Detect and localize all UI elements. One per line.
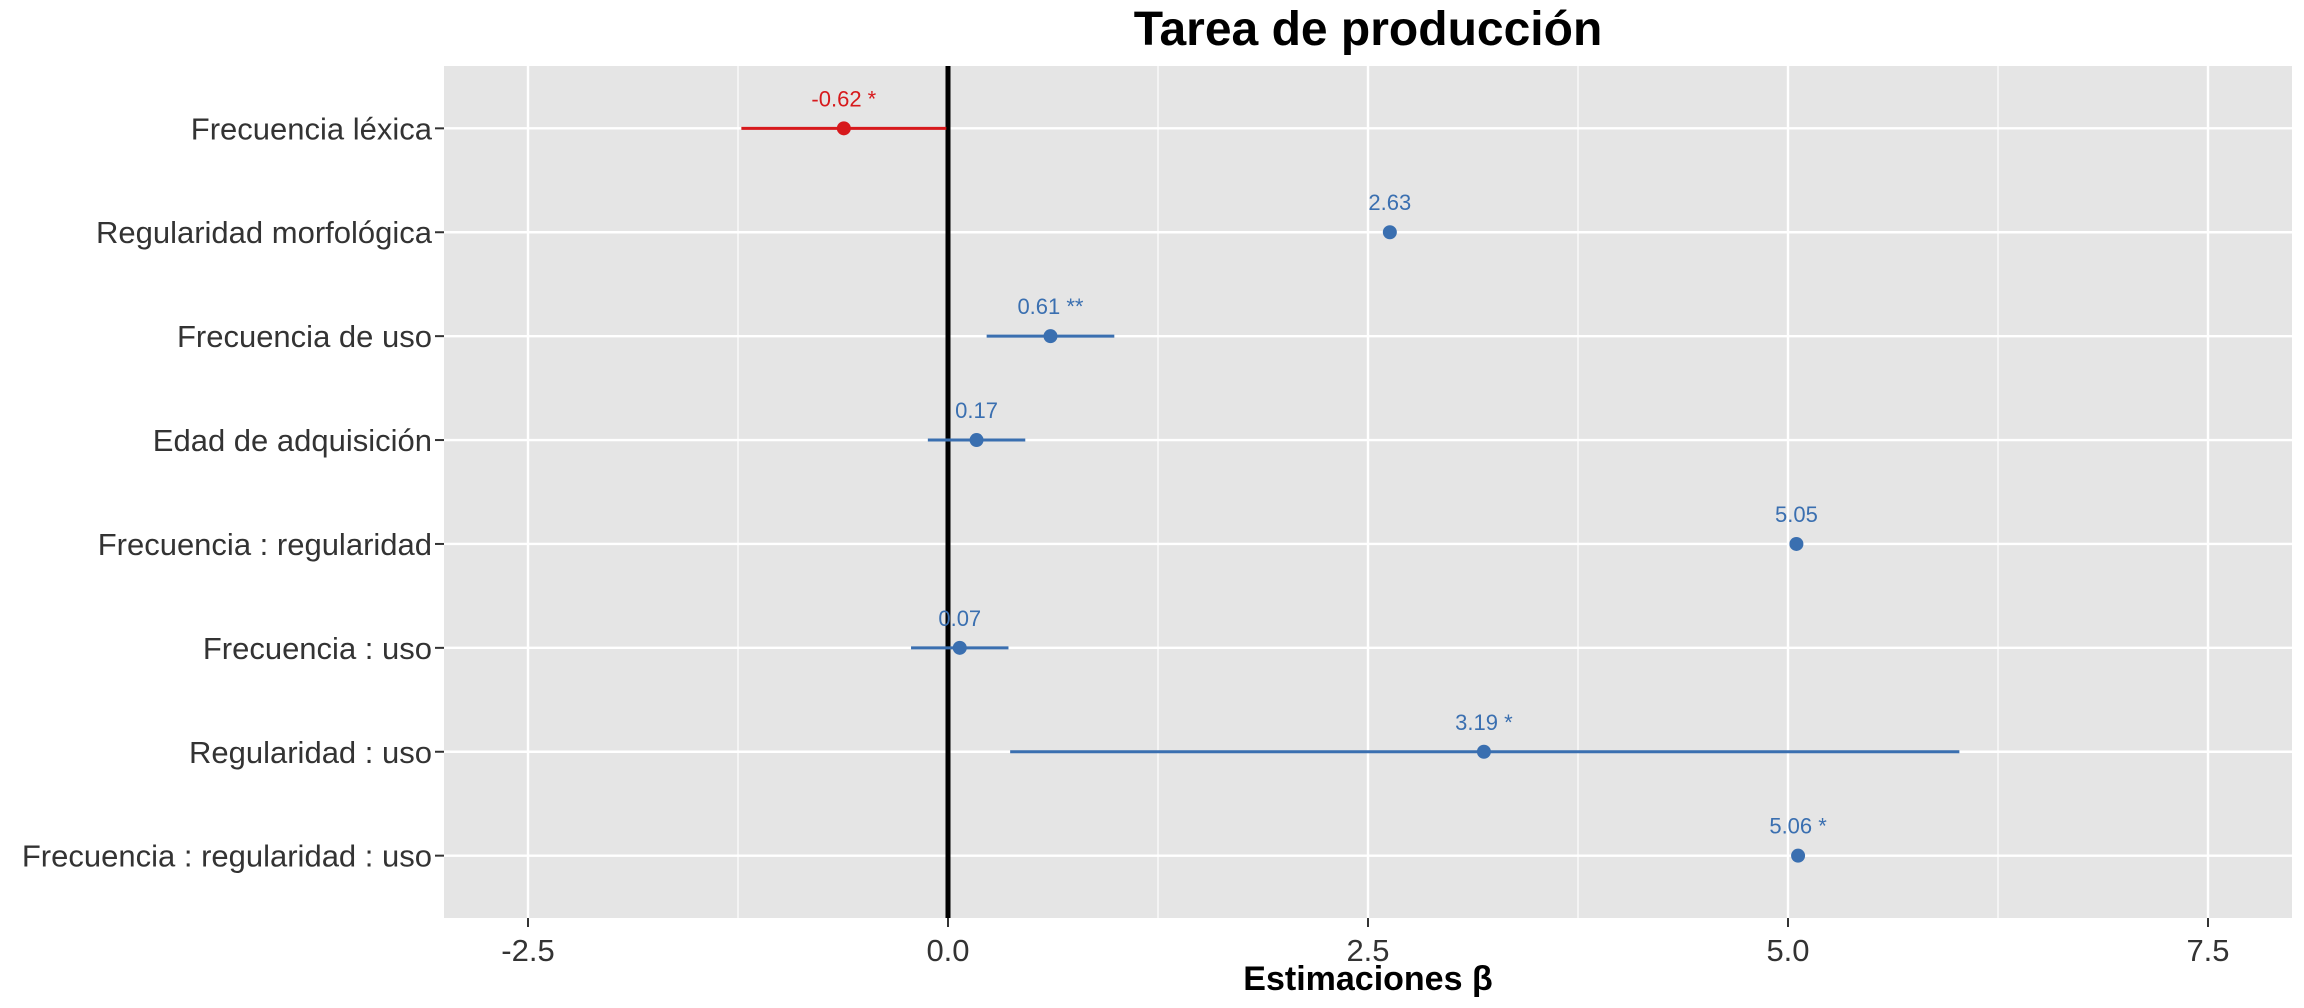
x-axis-label: Estimaciones β xyxy=(1243,960,1492,998)
x-tick-label: 5.0 xyxy=(1766,933,1809,968)
estimate-point xyxy=(952,640,967,655)
x-axis: -2.5 0.0 2.5 5.0 7.5 xyxy=(501,918,2230,968)
x-tick-label: 7.5 xyxy=(2186,933,2229,968)
y-tick-label: Frecuencia de uso xyxy=(177,319,432,354)
estimate-point xyxy=(969,433,984,448)
y-tick-label: Frecuencia : regularidad xyxy=(98,527,432,562)
estimate-point xyxy=(1789,536,1804,551)
data-label: 3.19 * xyxy=(1455,710,1513,735)
y-tick-label: Edad de adquisición xyxy=(153,423,432,458)
estimate-point xyxy=(1382,225,1397,240)
y-tick-label: Frecuencia : uso xyxy=(203,631,432,666)
y-axis: Frecuencia léxica Regularidad morfológica… xyxy=(22,111,444,874)
y-tick-label: Frecuencia léxica xyxy=(191,111,433,146)
x-tick-label: 0.0 xyxy=(926,933,969,968)
y-tick-label: Regularidad morfológica xyxy=(96,215,433,250)
y-tick-label: Regularidad : uso xyxy=(189,735,432,770)
y-tick-label: Frecuencia : regularidad : uso xyxy=(22,839,432,874)
data-label: 5.06 * xyxy=(1769,814,1827,839)
data-label: 5.05 xyxy=(1775,502,1818,527)
x-tick-label: -2.5 xyxy=(501,933,554,968)
data-label: 2.63 xyxy=(1368,190,1411,215)
grid-lines xyxy=(444,66,2292,918)
estimate-point xyxy=(1791,848,1806,863)
data-marks: -0.62 * 2.63 0.61 ** 0.17 5.05 0.07 3.19 * 5.06… xyxy=(741,86,1960,863)
data-label: 0.17 xyxy=(955,398,998,423)
chart-title: Tarea de producción xyxy=(1134,3,1603,56)
estimate-point xyxy=(1476,744,1491,759)
x-tick-label: 2.5 xyxy=(1346,933,1389,968)
estimate-point xyxy=(836,121,851,136)
estimate-point xyxy=(1043,329,1058,344)
data-label: 0.61 ** xyxy=(1017,294,1083,319)
data-label: -0.62 * xyxy=(811,86,876,111)
data-label: 0.07 xyxy=(938,606,981,631)
